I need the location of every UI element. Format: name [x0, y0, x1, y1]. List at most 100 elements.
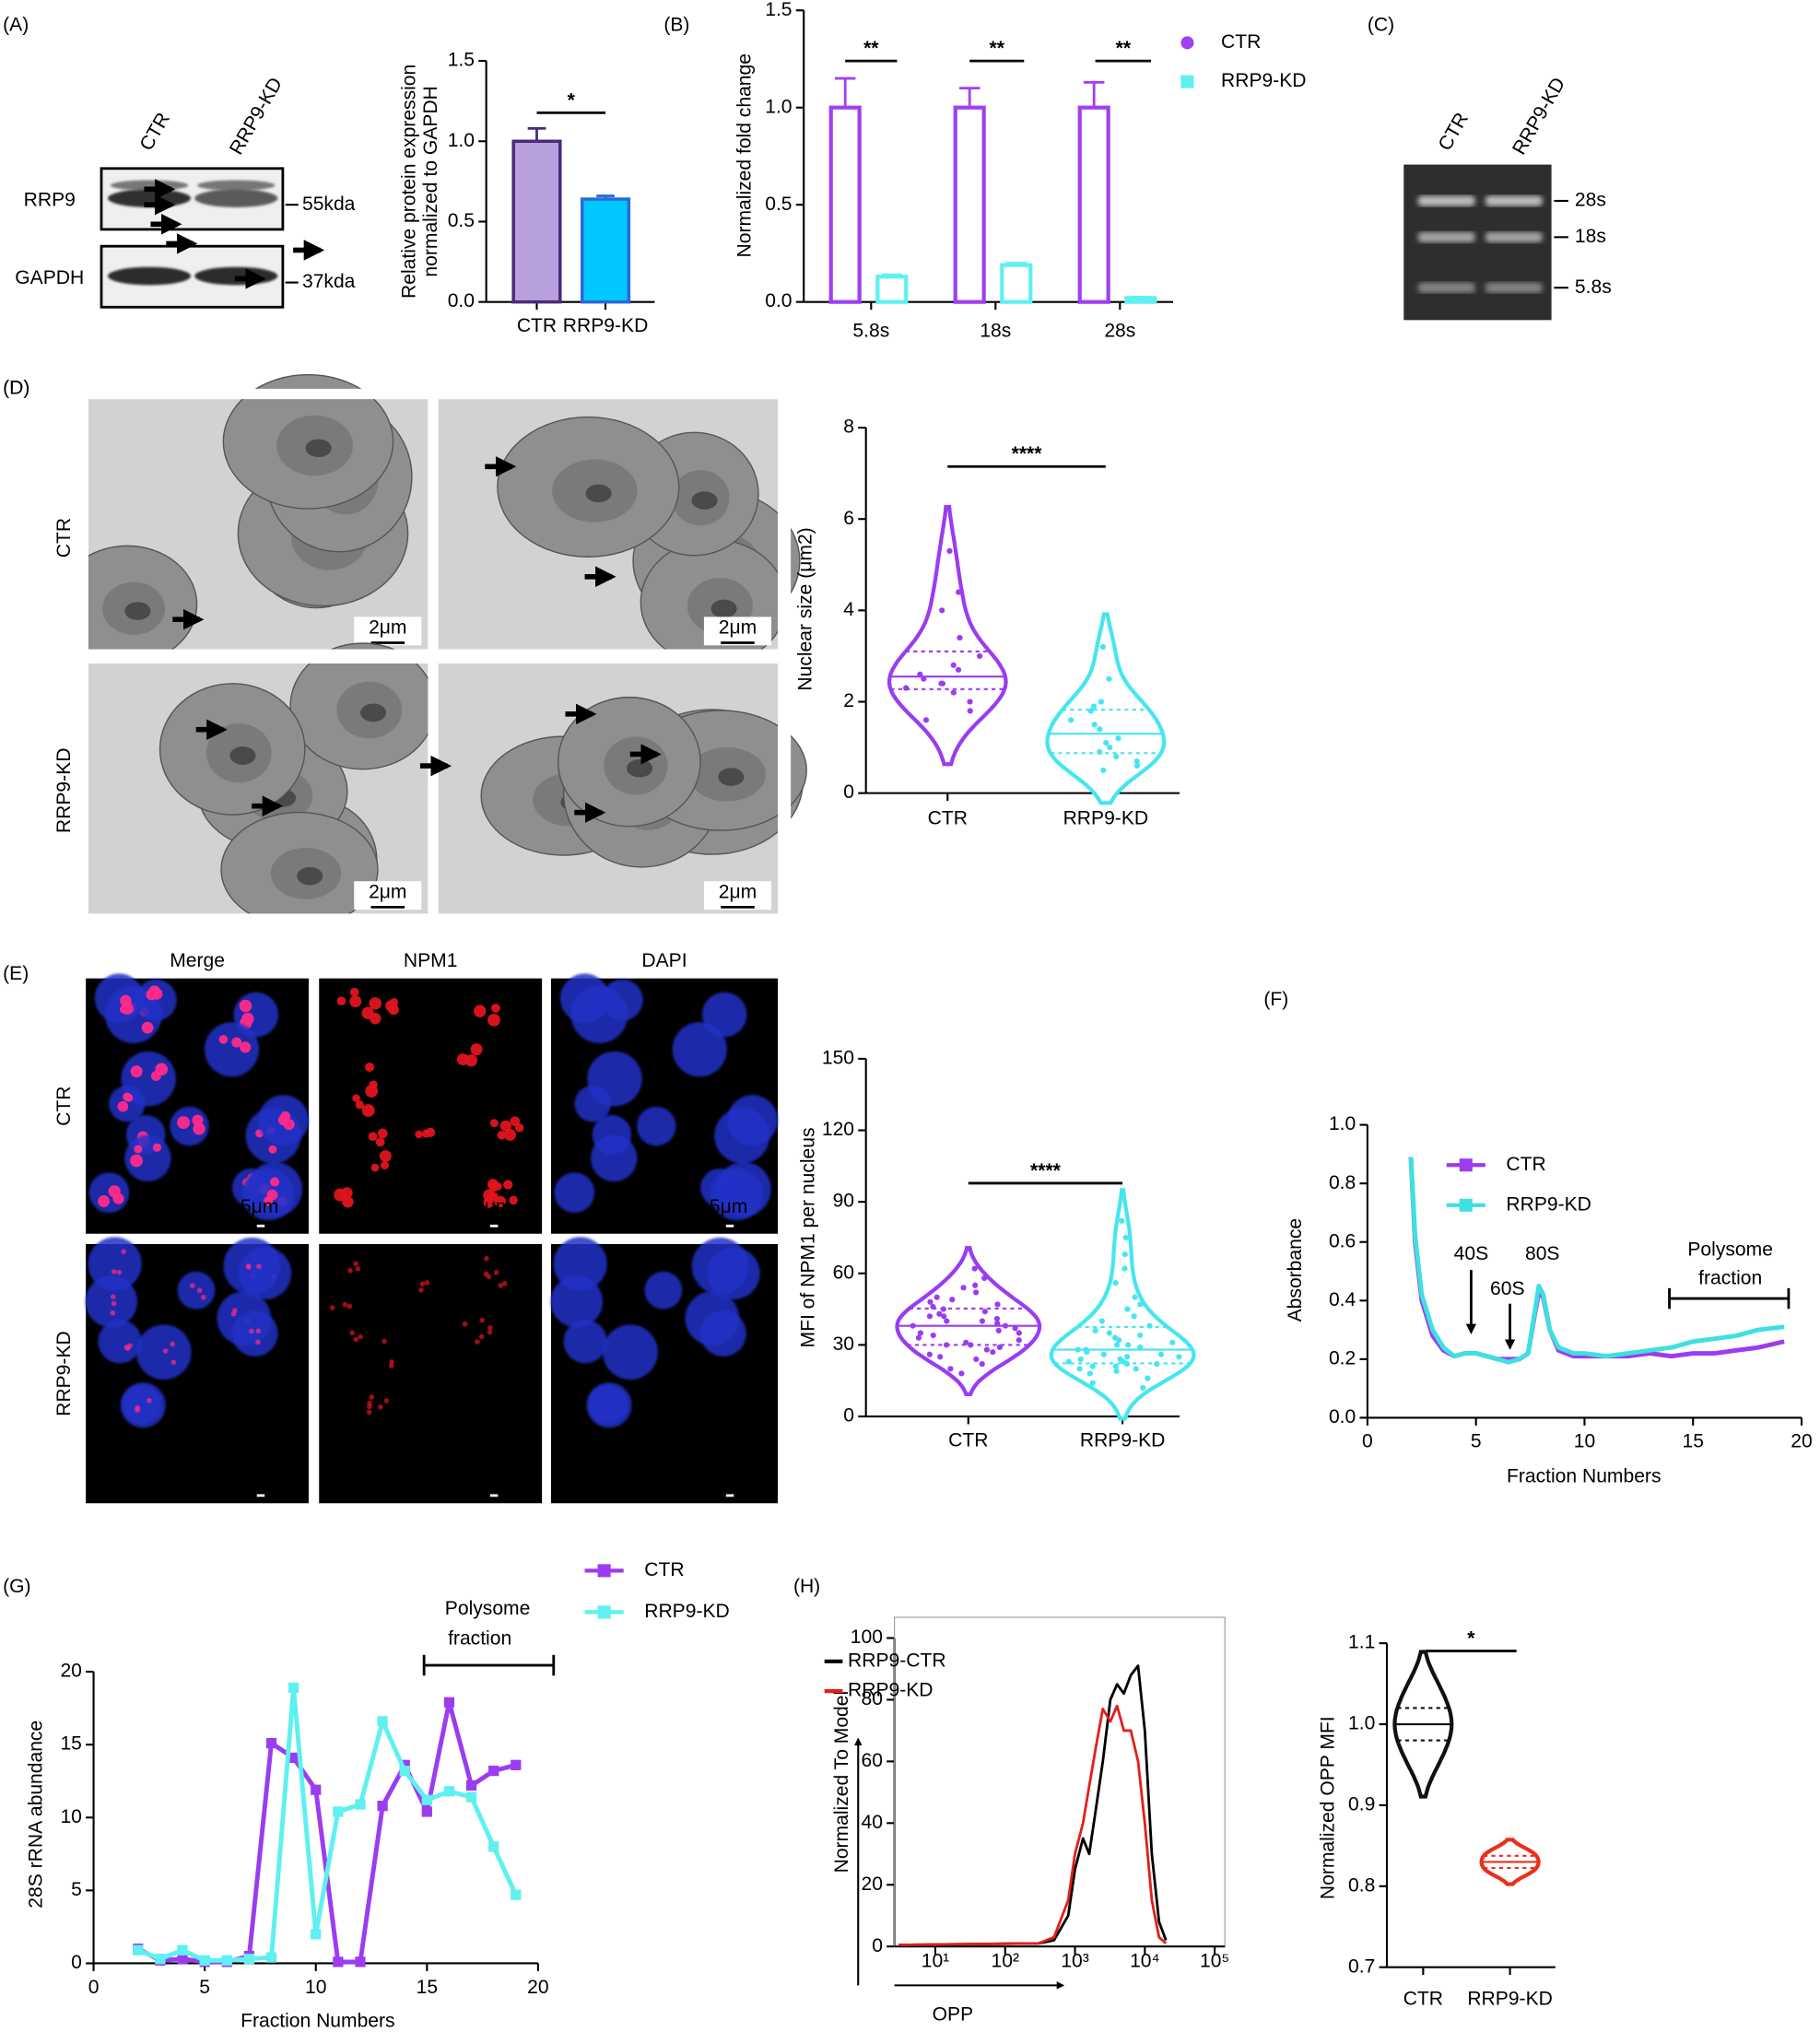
bar: [828, 105, 862, 304]
data-point: [1131, 1313, 1137, 1320]
data-point: [1092, 1327, 1098, 1333]
y-tick-label: 1.5: [765, 0, 792, 20]
data-point: [1103, 740, 1110, 746]
error-bar: [958, 87, 980, 108]
gel-band: [1417, 282, 1475, 293]
npm1-spot: [190, 1283, 195, 1289]
npm1-spot: [419, 1281, 426, 1286]
y-tick-label: 0.0: [765, 290, 792, 311]
data-point: [1176, 1354, 1182, 1360]
scale-bar-label: 5μm: [241, 1466, 278, 1487]
npm1-spot: [489, 1119, 499, 1128]
npm1-spot: [478, 1333, 485, 1340]
npm1-spot: [135, 1404, 141, 1411]
data-point: [1098, 1318, 1105, 1324]
y-axis-label: Absorbance: [1285, 1218, 1306, 1322]
x-tick-label: 10³: [1061, 1951, 1088, 1972]
data-point: [1098, 699, 1105, 705]
marker: [265, 1737, 277, 1749]
data-point: [1137, 1344, 1144, 1351]
nucleus: [710, 1168, 763, 1221]
npm1-spot: [361, 1006, 374, 1020]
blot-band: [108, 266, 192, 286]
data-point: [972, 1282, 979, 1288]
data-point: [1106, 1330, 1112, 1336]
gel-band: [1485, 195, 1543, 206]
npm1-spot: [483, 1196, 495, 1208]
panel-label: (D): [3, 377, 29, 398]
npm1-spot: [377, 1128, 388, 1139]
npm1-spot: [111, 1300, 117, 1307]
annotation: 80S: [1525, 1243, 1560, 1264]
y-tick-label: 120: [822, 1119, 854, 1140]
data-point: [1100, 1351, 1107, 1357]
data-point: [990, 1349, 996, 1356]
npm1-spot: [342, 1196, 354, 1208]
marker: [399, 1759, 410, 1770]
y-tick-label: 0.8: [1329, 1172, 1356, 1193]
npm1-spot: [484, 1256, 489, 1262]
gel-band-label: 18s: [1575, 226, 1606, 247]
nucleolus: [691, 491, 718, 510]
data-point: [926, 1351, 933, 1357]
data-point: [1146, 1322, 1153, 1329]
gel-band: [1417, 231, 1475, 242]
marker: [377, 1716, 388, 1727]
npm1-spot: [352, 1094, 360, 1103]
marker: [243, 1954, 255, 1965]
y-tick-label: 0.4: [1329, 1289, 1356, 1310]
nucleolus: [718, 768, 745, 786]
fluorescence-image: [319, 978, 543, 1234]
nucleus: [98, 1320, 142, 1364]
legend-marker: [1459, 1158, 1473, 1172]
fluorescence-image: [550, 1237, 779, 1504]
nucleus: [591, 1134, 638, 1182]
data-point: [937, 1354, 944, 1360]
nucleus: [644, 1271, 683, 1310]
y-tick-label: 60: [833, 1262, 854, 1283]
npm1-spot: [218, 1035, 229, 1044]
npm1-spot: [177, 1116, 191, 1130]
nucleus: [85, 1275, 138, 1328]
data-point: [943, 1342, 950, 1348]
marker: [221, 1955, 232, 1966]
npm1-spot: [170, 1341, 175, 1347]
bar: [1077, 105, 1110, 304]
mask: [77, 913, 792, 930]
nucleus: [586, 1382, 632, 1428]
x-axis-label: Fraction Numbers: [1507, 1466, 1661, 1487]
series-line: [1408, 1157, 1785, 1365]
significance-label: **: [1116, 38, 1132, 59]
npm1-spot: [329, 1305, 335, 1310]
npm1-spot: [365, 1063, 375, 1073]
y-axis-label: Normalized fold change: [734, 53, 755, 257]
violin: [1045, 612, 1167, 805]
y-tick-label: 1.0: [765, 96, 792, 117]
data-point: [1112, 1363, 1119, 1369]
y-tick-label: 0: [71, 1952, 82, 1973]
marker: [288, 1682, 299, 1694]
npm1-spot: [383, 1398, 390, 1404]
data-point: [1124, 1354, 1131, 1360]
y-tick-label: 8: [843, 417, 854, 438]
data-point: [1137, 1301, 1144, 1308]
x-tick-label: CTR: [1403, 1988, 1443, 2009]
data-point: [939, 607, 945, 614]
x-tick-label: 10¹: [922, 1951, 949, 1972]
y-tick-label: 0: [872, 1935, 883, 1956]
y-tick-label: 1.1: [1348, 1632, 1375, 1653]
legend-marker: [1180, 36, 1194, 50]
data-point: [1113, 753, 1120, 760]
x-tick-label: RRP9-KD: [1063, 807, 1149, 828]
data-point: [1133, 758, 1140, 765]
nucleus: [601, 979, 643, 1021]
gel-band-label: 5.8s: [1575, 276, 1612, 298]
scale-bar-label: 5μm: [474, 1466, 511, 1487]
marker: [311, 1784, 322, 1795]
nucleolus: [627, 758, 653, 778]
gel-band: [1485, 282, 1543, 293]
npm1-spot: [134, 1145, 143, 1154]
npm1-spot: [200, 1294, 206, 1300]
x-tick-label: 15: [417, 1977, 438, 1998]
npm1-spot: [98, 1195, 111, 1207]
